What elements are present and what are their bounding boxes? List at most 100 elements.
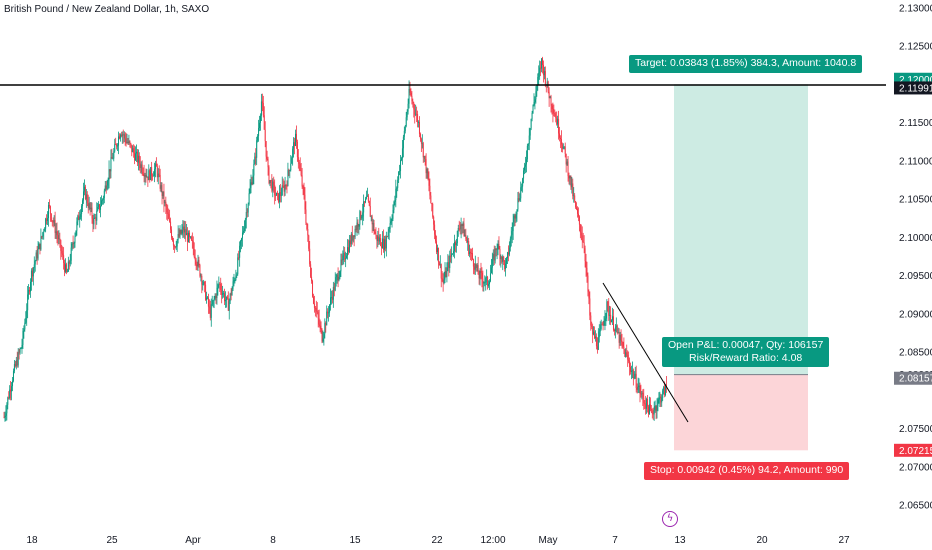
candle — [401, 148, 403, 159]
candle — [29, 281, 31, 292]
candle — [143, 173, 145, 177]
candle — [234, 279, 236, 281]
candle — [612, 316, 614, 330]
lightning-icon[interactable]: ϟ — [662, 511, 678, 527]
candle — [269, 180, 271, 184]
candle — [447, 262, 449, 268]
candle — [343, 252, 345, 256]
loss-zone[interactable] — [674, 374, 808, 451]
candle — [50, 213, 52, 221]
candle — [519, 198, 521, 201]
candle — [584, 248, 586, 262]
x-tick-label: Apr — [185, 535, 201, 546]
candle — [260, 101, 262, 116]
candle — [117, 145, 119, 147]
candle — [319, 324, 321, 326]
candle — [152, 175, 154, 177]
target-label[interactable]: Target: 0.03843 (1.85%) 384.3, Amount: 1… — [629, 55, 863, 73]
y-tick-label: 2.06500 — [899, 501, 932, 512]
candle — [335, 277, 337, 281]
candle — [496, 249, 498, 251]
candle — [647, 406, 649, 415]
candle — [501, 256, 503, 262]
candle — [347, 247, 349, 252]
candle — [284, 185, 286, 192]
candle — [290, 163, 292, 171]
candle — [432, 203, 434, 217]
candle — [337, 274, 339, 281]
candle — [449, 255, 451, 269]
candle — [370, 216, 372, 218]
candle — [230, 293, 232, 296]
open-pnl-label[interactable]: Open P&L: 0.00047, Qty: 106157 Risk/Rewa… — [662, 337, 830, 367]
candle — [577, 213, 579, 217]
candle — [502, 256, 504, 262]
candle — [588, 291, 590, 299]
candle — [219, 283, 221, 285]
candle — [159, 175, 161, 189]
candle — [135, 151, 137, 154]
stop-price-badge-text: 2.07215 — [899, 446, 932, 457]
candle — [391, 218, 393, 222]
candle — [182, 226, 184, 231]
candle — [318, 318, 320, 325]
candle — [316, 310, 318, 313]
candle — [235, 275, 237, 280]
candle — [333, 286, 335, 291]
trendline[interactable] — [602, 282, 689, 423]
candle — [4, 415, 6, 418]
candle — [107, 180, 109, 186]
y-axis: 2.13000 2.12500 2.11500 2.11000 2.10500 2.100… — [899, 3, 932, 511]
candle — [602, 324, 604, 326]
candle — [396, 187, 398, 189]
candle — [560, 139, 562, 145]
candle — [616, 325, 618, 333]
candle — [373, 223, 375, 232]
candle — [377, 236, 379, 242]
candle — [451, 253, 453, 257]
candle — [131, 144, 133, 153]
x-tick-label: 12:00 — [480, 535, 505, 546]
candle — [533, 102, 535, 105]
stop-label[interactable]: Stop: 0.00942 (0.45%) 94.2, Amount: 990 — [644, 462, 850, 480]
candle — [574, 195, 576, 202]
candle — [77, 215, 79, 222]
candle — [128, 141, 130, 143]
candle — [149, 170, 151, 180]
candle — [364, 201, 366, 203]
candle — [177, 234, 179, 240]
candle — [529, 128, 531, 136]
candle — [262, 102, 264, 116]
candle — [371, 216, 373, 225]
y-tick-label: 2.09000 — [899, 309, 932, 320]
candle — [531, 112, 533, 119]
candle — [225, 296, 227, 300]
candle — [659, 396, 661, 399]
y-tick-label: 2.09500 — [899, 271, 932, 282]
candle — [76, 221, 78, 231]
current-price-badge-bg — [894, 371, 932, 385]
candle — [178, 234, 180, 237]
candle — [325, 322, 327, 326]
candle — [252, 175, 254, 184]
candle — [223, 293, 225, 295]
candle — [634, 373, 636, 378]
candle — [38, 243, 40, 249]
candle — [629, 361, 631, 368]
candle — [118, 136, 120, 146]
x-tick-label: 22 — [431, 535, 443, 546]
open-pnl-text: Open P&L: 0.00047, Qty: 106157 — [668, 339, 824, 351]
candle — [615, 325, 617, 328]
profit-zone[interactable] — [674, 84, 808, 375]
candle — [63, 255, 65, 263]
candle — [205, 284, 207, 300]
candle — [510, 234, 512, 239]
candle — [450, 255, 452, 257]
candle — [342, 255, 344, 261]
candle — [425, 159, 427, 174]
candle — [16, 360, 18, 366]
candle — [454, 242, 456, 246]
candle — [479, 271, 481, 279]
candle — [556, 118, 558, 125]
